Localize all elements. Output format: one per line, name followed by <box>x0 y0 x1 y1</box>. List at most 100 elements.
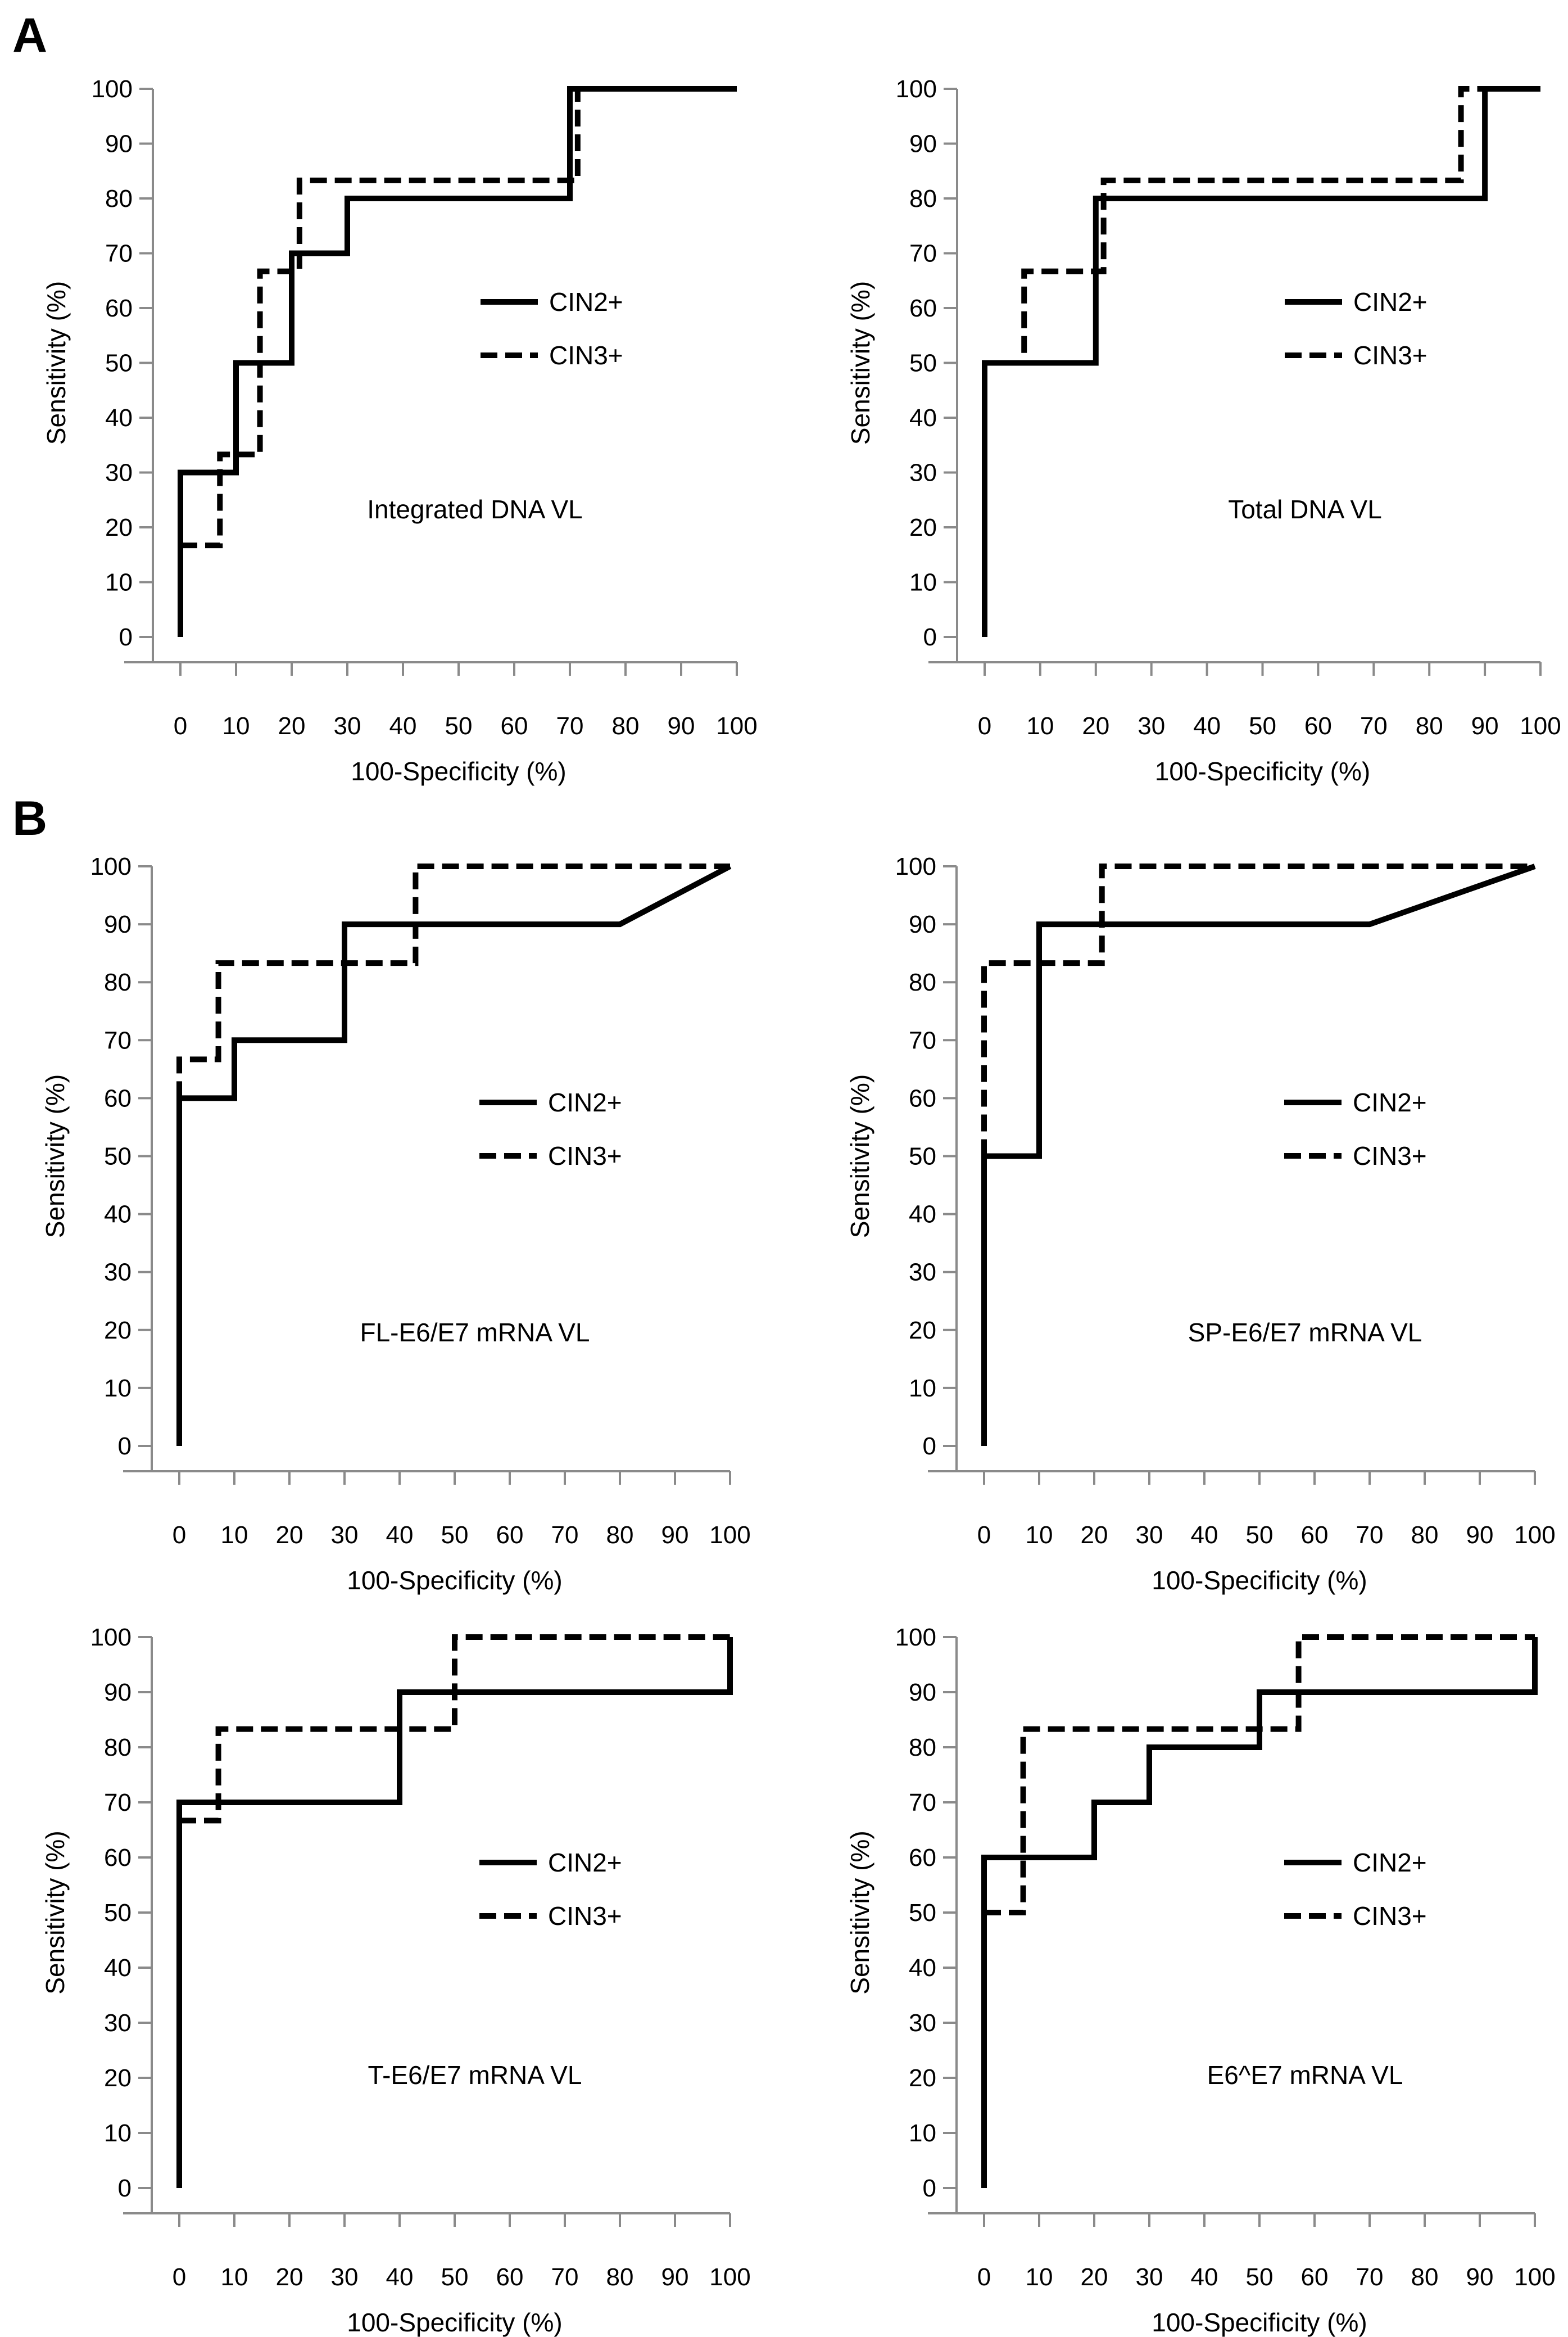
x-tick-label: 40 <box>1191 2263 1218 2291</box>
x-tick-label: 20 <box>1082 712 1109 740</box>
y-tick-label: 60 <box>909 1084 936 1112</box>
y-tick-label: 0 <box>923 623 937 651</box>
y-tick-label: 10 <box>909 2119 936 2147</box>
x-tick-label: 10 <box>1026 1521 1053 1549</box>
x-tick-label: 90 <box>661 1521 689 1549</box>
y-tick-label: 90 <box>104 1679 132 1706</box>
y-tick-label: 30 <box>105 459 133 487</box>
x-axis-title: 100-Specificity (%) <box>347 1566 562 1595</box>
x-tick-label: 20 <box>276 1521 303 1549</box>
y-tick-label: 60 <box>105 295 133 322</box>
y-tick-label: 40 <box>105 404 133 432</box>
legend-label: CIN2+ <box>549 287 623 317</box>
x-tick-label: 90 <box>668 712 695 740</box>
roc-chart-2: 0 10 20 30 40 50 60 70 80 90 100 0 10 20 30 40 50 60 70 80 9… <box>846 75 1561 786</box>
series-line-cin2-plus <box>178 86 737 637</box>
x-tick-label: 100 <box>709 2263 750 2291</box>
x-tick-label: 60 <box>1301 2263 1329 2291</box>
y-tick-label: 90 <box>105 130 133 158</box>
series-line-cin2-plus <box>176 864 732 1446</box>
legend-label: CIN3+ <box>1353 1141 1427 1170</box>
series-line-cin3-plus <box>176 864 730 1099</box>
y-axis-title: Sensitivity (%) <box>40 1074 70 1238</box>
x-tick-label: 20 <box>1081 1521 1108 1549</box>
x-tick-label: 70 <box>556 712 584 740</box>
x-tick-label: 60 <box>496 2263 524 2291</box>
series-line-cin2-plus <box>981 1637 1538 2188</box>
y-tick-label: 50 <box>104 1899 132 1927</box>
x-tick-label: 100 <box>1514 2263 1555 2291</box>
x-tick-label: 0 <box>977 2263 991 2291</box>
y-tick-label: 10 <box>909 569 937 596</box>
legend-label: CIN2+ <box>548 1088 622 1117</box>
legend-label: CIN3+ <box>1353 1901 1427 1931</box>
y-tick-label: 30 <box>909 2009 936 2037</box>
x-tick-label: 50 <box>1246 2263 1274 2291</box>
roc-chart-5: 0 10 20 30 40 50 60 70 80 90 100 0 10 20 30 40 50 60 70 80 9… <box>40 1624 751 2337</box>
y-tick-label: 70 <box>909 1789 936 1816</box>
chart-subtitle: Total DNA VL <box>1228 495 1382 524</box>
x-tick-label: 50 <box>441 1521 469 1549</box>
x-tick-label: 60 <box>1304 712 1332 740</box>
series-line-cin2-plus <box>176 1637 733 2188</box>
roc-chart-3: 0 10 20 30 40 50 60 70 80 90 100 0 10 20 30 40 50 60 70 80 9… <box>40 853 751 1595</box>
x-tick-label: 50 <box>441 2263 469 2291</box>
y-tick-label: 10 <box>104 2119 132 2147</box>
y-tick-label: 100 <box>92 75 133 103</box>
y-tick-label: 20 <box>909 514 937 541</box>
legend-label: CIN2+ <box>1353 287 1427 317</box>
x-tick-label: 10 <box>223 712 250 740</box>
y-tick-label: 80 <box>105 185 133 213</box>
chart-subtitle: E6^E7 mRNA VL <box>1207 2060 1403 2090</box>
x-tick-label: 30 <box>331 1521 359 1549</box>
x-axis-title: 100-Specificity (%) <box>347 2308 562 2337</box>
y-tick-label: 100 <box>90 1624 132 1651</box>
y-tick-label: 60 <box>104 1844 132 1872</box>
legend-label: CIN3+ <box>1353 341 1427 370</box>
series-line-cin2-plus <box>981 864 1536 1446</box>
x-tick-label: 10 <box>221 2263 248 2291</box>
y-tick-label: 10 <box>104 1375 132 1402</box>
x-tick-label: 10 <box>1026 2263 1053 2291</box>
x-tick-label: 20 <box>1081 2263 1108 2291</box>
x-axis-title: 100-Specificity (%) <box>1155 757 1370 786</box>
x-tick-label: 30 <box>334 712 361 740</box>
y-tick-label: 90 <box>104 911 132 938</box>
x-tick-label: 70 <box>1360 712 1388 740</box>
legend-label: CIN3+ <box>548 1141 622 1170</box>
x-tick-label: 70 <box>551 1521 579 1549</box>
x-tick-label: 50 <box>1246 1521 1274 1549</box>
y-tick-label: 0 <box>118 2175 132 2202</box>
y-tick-label: 80 <box>104 1734 132 1761</box>
y-tick-label: 40 <box>909 404 937 432</box>
y-tick-label: 20 <box>104 1317 132 1344</box>
x-tick-label: 30 <box>331 2263 359 2291</box>
chart-subtitle: T-E6/E7 mRNA VL <box>368 2060 582 2090</box>
y-tick-label: 50 <box>909 350 937 377</box>
x-tick-label: 40 <box>386 2263 414 2291</box>
series-line-cin3-plus <box>179 1634 730 1824</box>
x-tick-label: 30 <box>1138 712 1165 740</box>
y-tick-label: 30 <box>909 1259 936 1286</box>
x-tick-label: 80 <box>1411 1521 1439 1549</box>
chart-subtitle: FL-E6/E7 mRNA VL <box>360 1318 590 1347</box>
y-tick-label: 50 <box>909 1143 936 1170</box>
series-line-cin3-plus <box>985 86 1485 366</box>
y-tick-label: 40 <box>104 1201 132 1228</box>
y-tick-label: 100 <box>90 853 132 880</box>
x-tick-label: 0 <box>173 1521 186 1549</box>
y-tick-label: 30 <box>104 2009 132 2037</box>
y-tick-label: 20 <box>104 2064 132 2092</box>
x-tick-label: 10 <box>221 1521 248 1549</box>
x-tick-label: 40 <box>1193 712 1221 740</box>
x-tick-label: 20 <box>278 712 306 740</box>
x-tick-label: 40 <box>389 712 417 740</box>
y-tick-label: 70 <box>104 1027 132 1054</box>
x-tick-label: 100 <box>1514 1521 1555 1549</box>
x-tick-label: 100 <box>1520 712 1561 740</box>
y-axis-title: Sensitivity (%) <box>42 281 71 445</box>
y-tick-label: 40 <box>909 1954 936 1982</box>
x-tick-label: 80 <box>606 2263 634 2291</box>
x-tick-label: 100 <box>716 712 757 740</box>
